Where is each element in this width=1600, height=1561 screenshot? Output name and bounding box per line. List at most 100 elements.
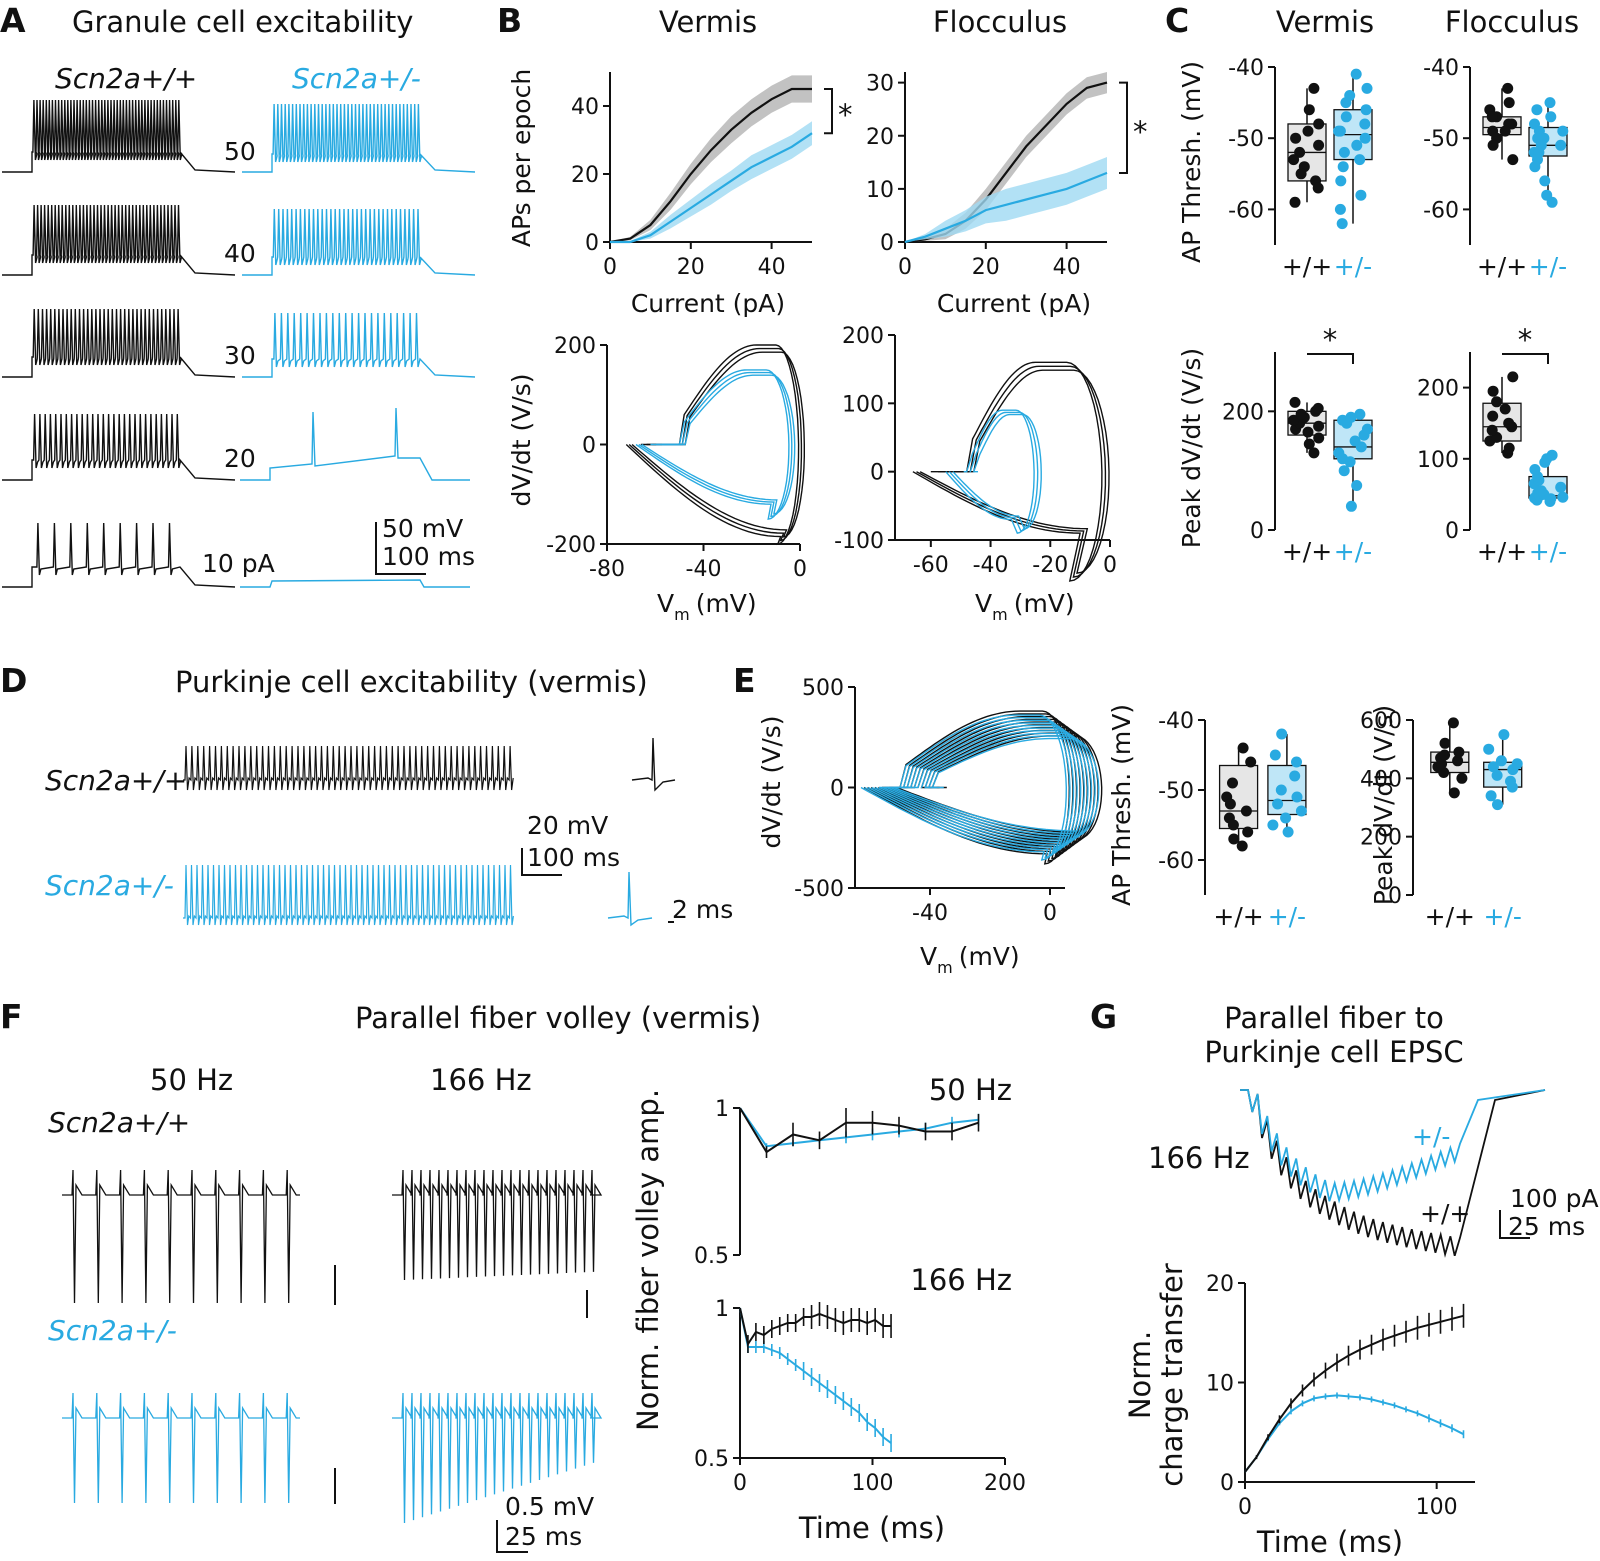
panel-g-scale-pa: 100 pA <box>1510 1184 1599 1213</box>
panel-d-scale-2ms: 2 ms <box>672 895 733 924</box>
series-line-+/+ <box>739 1107 979 1154</box>
x-tick-label: 20 <box>972 255 1000 280</box>
data-point-+/- <box>1557 491 1569 503</box>
data-point-+/- <box>1529 161 1541 173</box>
trace-wt-4 <box>2 522 236 588</box>
y-tick-label: 1 <box>715 1297 729 1322</box>
data-point-+/- <box>1354 408 1366 420</box>
data-point-+/+ <box>1456 772 1468 784</box>
current-label-10: 10 pA <box>202 549 275 578</box>
data-point-+/+ <box>1487 385 1499 397</box>
y-tick-label: 0 <box>1250 519 1264 544</box>
group-label-+/-: +/- <box>1334 537 1372 566</box>
data-point-+/+ <box>1503 417 1515 429</box>
data-point-+/+ <box>1312 402 1324 414</box>
y-tick-label: 0 <box>880 231 894 256</box>
phase-loop-+/- <box>638 371 793 518</box>
significance-bracket <box>1119 81 1128 174</box>
chart-f-166hz-title: 166 Hz <box>910 1263 1012 1297</box>
volley-trace-het-50hz <box>62 1392 300 1504</box>
phase-loop-+/+ <box>919 369 1110 574</box>
panel-letter-d: D <box>0 661 27 700</box>
data-point-+/- <box>1485 790 1497 802</box>
data-point-+/- <box>1483 743 1495 755</box>
y-tick-label: -60 <box>1228 198 1264 223</box>
panel-g-traces <box>1240 1089 1546 1258</box>
data-point-+/- <box>1544 97 1556 109</box>
data-point-+/- <box>1498 729 1510 741</box>
series-line-+/- <box>904 171 1108 244</box>
trace-het-4 <box>240 579 470 588</box>
trace-het-3 <box>240 407 470 481</box>
data-point-+/- <box>1351 139 1363 151</box>
data-point-+/- <box>1291 791 1303 803</box>
panel-g-title-line2: Purkinje cell EPSC <box>1204 1035 1463 1069</box>
data-point-+/+ <box>1288 414 1300 426</box>
panel-letter-e: E <box>733 661 756 700</box>
f-ylabel: Norm. fiber volley amp. <box>631 1089 665 1431</box>
group-label-+/-: +/- <box>1483 902 1521 931</box>
current-label-40: 40 <box>224 239 256 268</box>
y-tick-label: 10 <box>1206 1372 1234 1397</box>
y-tick-label: 200 <box>1222 400 1264 425</box>
data-point-+/- <box>1333 447 1345 459</box>
panel-f-genotype-het: Scn2a+/- <box>48 1314 177 1347</box>
chart-e-thresh: -60 -50 -40 +/+ +/- <box>1158 709 1307 931</box>
group-label-+/+: +/+ <box>1282 537 1332 566</box>
panel-f-scale-ms: 25 ms <box>505 1522 582 1551</box>
data-point-+/+ <box>1228 833 1240 845</box>
x-tick-label: -40 <box>912 901 948 926</box>
trace-wt-2 <box>2 308 236 378</box>
data-point-+/- <box>1359 118 1371 130</box>
data-point-+/- <box>1355 189 1367 201</box>
panel-a-genotype-wt: Scn2a+/+ <box>55 62 197 95</box>
x-tick-label: 0 <box>1103 553 1117 578</box>
x-tick-label: 200 <box>984 1471 1026 1496</box>
group-label-+/-: +/- <box>1529 537 1567 566</box>
data-point-+/- <box>1336 218 1348 230</box>
chart-e-phase: -500 0 500 -40 0 <box>794 676 1103 926</box>
data-point-+/+ <box>1303 104 1315 116</box>
panel-a-traces <box>2 99 476 588</box>
panel-f-traces <box>62 1169 603 1524</box>
data-point-+/+ <box>1447 717 1459 729</box>
phase-loop-+/- <box>860 714 1068 861</box>
series-line-+/- <box>739 1107 979 1148</box>
data-point-+/- <box>1338 465 1350 477</box>
phase-loop-+/+ <box>625 344 800 546</box>
data-point-+/- <box>1535 485 1547 497</box>
data-point-+/+ <box>1499 125 1511 137</box>
data-point-+/+ <box>1448 787 1460 799</box>
data-point-+/- <box>1354 154 1366 166</box>
data-point-+/- <box>1276 728 1288 740</box>
current-label-30: 30 <box>224 341 256 370</box>
panel-letter-a: A <box>0 1 26 40</box>
series-line-+/- <box>1244 1394 1464 1473</box>
series-line-+/+ <box>1244 1314 1464 1473</box>
x-tick-label: 0 <box>793 557 807 582</box>
panel-letter-f: F <box>0 997 23 1036</box>
chart-c-peak-flocculus: 0 100 200 +/+ +/- * <box>1417 323 1569 566</box>
x-tick-label: -60 <box>913 553 949 578</box>
significance-bracket <box>1307 353 1354 364</box>
phase-loop-+/- <box>864 717 1071 859</box>
chart-c-peak-vermis: 0 200 +/+ +/- * <box>1222 323 1373 566</box>
y-tick-label: 30 <box>866 72 894 97</box>
phase-loop-+/- <box>952 413 1042 530</box>
panel-letter-c: C <box>1165 1 1189 40</box>
epsc-trace-wt <box>1240 1089 1546 1258</box>
y-tick-label: 20 <box>571 163 599 188</box>
panel-f-genotype-wt: Scn2a+/+ <box>48 1106 190 1139</box>
data-point-+/- <box>1269 749 1281 761</box>
y-tick-label: 0 <box>830 777 844 802</box>
group-label-+/+: +/+ <box>1477 537 1527 566</box>
significance-star: * <box>838 98 853 132</box>
phase-loop-+/- <box>889 735 1096 840</box>
data-point-+/+ <box>1486 111 1498 123</box>
y-tick-label: 200 <box>1417 377 1459 402</box>
trace-het-1 <box>242 208 476 276</box>
y-tick-label: -40 <box>1158 709 1194 734</box>
x-tick-label: 0 <box>1043 901 1057 926</box>
current-label-50: 50 <box>224 137 256 166</box>
data-point-+/+ <box>1313 118 1325 130</box>
